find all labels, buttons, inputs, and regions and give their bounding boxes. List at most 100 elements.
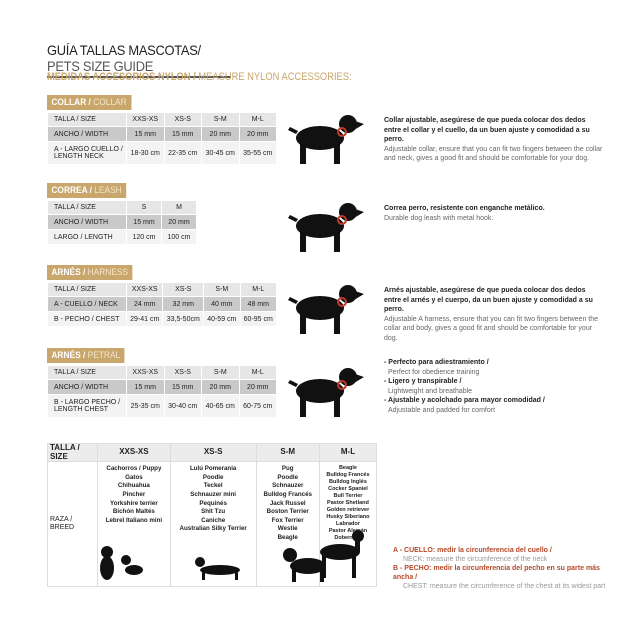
table-cell: 48 mm (239, 296, 278, 312)
table-cell: 20 mm (238, 126, 277, 142)
header-cell: XXS-XS (125, 282, 164, 297)
feature-item: - Ligero y transpirable / Lightweight and… (384, 377, 604, 396)
feature-en: Adjustable and padded for comfort (388, 406, 496, 414)
table-cell: LARGO / LENGTH (47, 229, 127, 245)
leash-dog-illustration (288, 203, 364, 252)
table-cell: 20 mm (201, 126, 240, 142)
header-cell: XS-S (163, 112, 202, 127)
harness-description: Arnés ajustable, asegúrese de que pueda … (384, 286, 604, 343)
table-cell: B - PECHO / CHEST (47, 311, 127, 327)
petral-dog-illustration (288, 368, 364, 417)
table-header-row: TALLA / SIZE XXS-XS XS-S S-M M-L (47, 112, 277, 127)
subtitle-en: MEASURE NYLON ACCESSORIES: (195, 71, 352, 83)
collar-section-label: COLLAR / COLLAR (47, 95, 132, 110)
legend-chest-es: B - PECHO: medir la circunferencia del p… (393, 565, 600, 581)
leash-section-label: CORREA / LEASH (47, 183, 127, 198)
table-cell: 40-65 cm (201, 394, 240, 418)
collar-size-table: TALLA / SIZE XXS-XS XS-S S-M M-L ANCHO / WIDT… (47, 112, 277, 165)
header-cell: M-L (239, 282, 278, 297)
table-cell: 24 mm (125, 296, 164, 312)
table-cell: 22-35 cm (163, 141, 202, 165)
header-cell: S-M (203, 282, 241, 297)
table-cell: A - LARGO CUELLO / LENGTH NECK (47, 141, 127, 165)
table-cell: B - LARGO PECHO / LENGTH CHEST (47, 394, 127, 418)
feature-item: - Perfecto para adiestramiento / Perfect … (384, 358, 604, 377)
breed-dog-silhouettes (100, 546, 326, 582)
table-cell: 33,5-50cm (162, 311, 205, 327)
measurement-legend: A - CUELLO: medir la circunferencia del … (393, 546, 620, 591)
petral-section-label: ARNÉS / PETRAL (47, 348, 125, 363)
feature-es: - Perfecto para adiestramiento / (384, 359, 489, 366)
feature-item: - Ajustable y acolchado para mayor comod… (384, 396, 604, 415)
collar-dog-illustration (288, 115, 364, 164)
table-cell: 20 mm (201, 379, 240, 395)
feature-en: Lightweight and breathable (388, 387, 473, 395)
header-cell: TALLA / SIZE (47, 365, 127, 380)
leash-label-es: CORREA / (51, 185, 92, 196)
table-row: B - PECHO / CHEST 29-41 cm 33,5-50cm 40-59 … (47, 311, 278, 327)
header-cell: M-L (318, 442, 378, 463)
desc-en: Adjustable A harness, ensure that you ca… (384, 315, 599, 342)
subtitle-es: MEDIDAS ACCESORIOS NYLON / (47, 71, 196, 83)
table-cell: 35-55 cm (238, 141, 277, 165)
table-header-row: TALLA / SIZE XXS-XS XS-S S-M M-L (47, 442, 378, 463)
small-dog-cat-icon (100, 546, 143, 580)
leash-description: Correa perro, resistente con enganche me… (384, 204, 604, 223)
table-cell: 30-40 cm (163, 394, 202, 418)
desc-es: Collar ajustable, asegúrese de que pueda… (384, 117, 590, 143)
table-row: A - CUELLO / NECK 24 mm 32 mm 40 mm 48 mm (47, 296, 278, 312)
title-en: PETS SIZE GUIDE (47, 58, 154, 74)
collar-description: Collar ajustable, asegúrese de que pueda… (384, 116, 604, 164)
legend-neck-es: A - CUELLO: medir la circunferencia del … (393, 547, 552, 554)
desc-es: Correa perro, resistente con enganche me… (384, 205, 545, 212)
table-cell: ANCHO / WIDTH (47, 126, 127, 142)
table-row: A - LARGO CUELLO / LENGTH NECK 18-30 cm 22… (47, 141, 277, 165)
table-header-row: TALLA / SIZE XXS-XS XS-S S-M M-L (47, 282, 278, 297)
table-cell: 32 mm (162, 296, 205, 312)
table-header-row: TALLA / SIZE S M (47, 200, 197, 215)
header-cell: TALLA / SIZE (47, 112, 127, 127)
feature-en: Perfect for obedience training (388, 368, 480, 376)
title-es: GUÍA TALLAS MASCOTAS/ (47, 42, 201, 58)
doberman-icon (320, 530, 364, 578)
header-cell: TALLA / SIZE (47, 200, 127, 215)
collar-label-en: COLLAR (90, 97, 127, 108)
header-cell: M-L (238, 365, 277, 380)
table-cell: 15 mm (163, 126, 202, 142)
header-cell: S-M (201, 365, 240, 380)
table-cell: 15 mm (126, 379, 165, 395)
table-cell: 100 cm (161, 229, 197, 245)
petral-label-en: PETRAL (85, 350, 121, 361)
petral-size-table: TALLA / SIZE XXS-XS XS-S S-M M-L ANCHO / WIDT… (47, 365, 277, 418)
table-cell: 29-41 cm (125, 311, 164, 327)
header-cell: TALLA / SIZE (47, 442, 98, 463)
collar-label-es: COLLAR / (51, 97, 91, 108)
header-cell: M (161, 200, 197, 215)
table-cell: 60-95 cm (239, 311, 278, 327)
table-cell: 30-45 cm (201, 141, 240, 165)
harness-dog-illustration (288, 285, 364, 334)
desc-en: Durable dog leash with metal hook. (384, 214, 494, 222)
table-header-row: TALLA / SIZE XXS-XS XS-S S-M M-L (47, 365, 277, 380)
table-cell: 18-30 cm (126, 141, 165, 165)
breed-row-label: RAZA / BREED (47, 461, 98, 588)
subtitle: MEDIDAS ACCESORIOS NYLON / MEASURE NYLON… (47, 71, 352, 83)
table-cell: 20 mm (161, 214, 197, 230)
header-cell: XXS-XS (126, 112, 165, 127)
header-cell: M-L (238, 112, 277, 127)
petral-features: - Perfecto para adiestramiento / Perfect … (384, 358, 604, 415)
table-cell: ANCHO / WIDTH (47, 379, 127, 395)
harness-label-es: ARNÉS / (51, 267, 86, 278)
table-row: B - LARGO PECHO / LENGTH CHEST 25-35 cm 30… (47, 394, 277, 418)
header-cell: XS-S (163, 365, 202, 380)
table-row: ANCHO / WIDTH 15 mm 15 mm 20 mm 20 mm (47, 379, 277, 395)
table-cell: 60-75 cm (238, 394, 277, 418)
legend-chest: B - PECHO: medir la circunferencia del p… (393, 564, 620, 591)
table-cell: 15 mm (163, 379, 202, 395)
table-cell: 40-59 cm (203, 311, 241, 327)
harness-size-table: TALLA / SIZE XXS-XS XS-S S-M M-L A - CUELLO /… (47, 282, 278, 327)
header-cell: XS-S (169, 442, 257, 463)
page-title: GUÍA TALLAS MASCOTAS/ PETS SIZE GUIDE (47, 42, 231, 78)
harness-section-label: ARNÉS / HARNESS (47, 265, 133, 280)
